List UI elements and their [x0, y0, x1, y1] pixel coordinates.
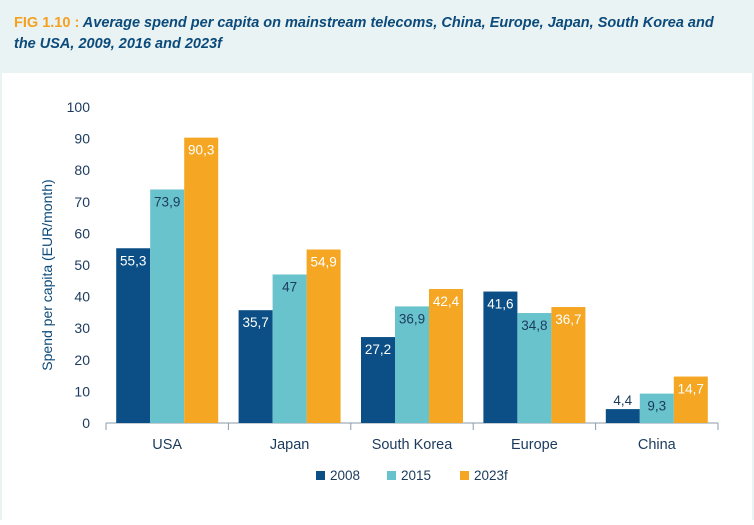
x-category-label: Japan: [270, 437, 310, 453]
bar-2023f-europe: [551, 307, 586, 423]
y-tick-label: 10: [74, 383, 90, 399]
y-tick-label: 60: [74, 225, 90, 241]
chart-area: 0 10 20 30 40 50 60 70 80 90 100 Spend per capita (…: [0, 73, 754, 520]
y-tick-label: 0: [82, 415, 90, 431]
bar-2023f-south-korea: [429, 289, 463, 423]
bar-2015-south-korea: [395, 306, 429, 423]
figure-label: FIG 1.10 :: [14, 15, 80, 31]
legend-label-2008: 2008: [330, 468, 360, 483]
data-label: 73,9: [154, 194, 180, 209]
legend-label-2015: 2015: [401, 468, 431, 483]
data-label: 14,7: [678, 382, 704, 397]
data-label: 90,3: [188, 143, 214, 158]
data-label: 47: [282, 279, 297, 294]
data-label: 27,2: [365, 342, 391, 357]
figure-title-text: Average spend per capita on mainstream t…: [14, 15, 714, 52]
y-tick-label: 90: [74, 131, 90, 147]
legend-swatch-2023f: [460, 471, 469, 480]
bar-2015-china: [639, 393, 674, 423]
data-label: 35,7: [242, 315, 268, 330]
bar-2008-south-korea: [361, 337, 395, 423]
bar-2023f-china: [673, 376, 708, 423]
data-label: 36,7: [555, 312, 581, 327]
x-category-label: South Korea: [372, 437, 454, 453]
bar-2008-japan: [238, 310, 273, 423]
y-tick-label: 70: [74, 194, 90, 210]
y-tick-label: 100: [67, 99, 91, 115]
data-label: 34,8: [521, 318, 547, 333]
data-label: 41,6: [487, 297, 513, 312]
x-category-label: USA: [152, 437, 182, 453]
bar-2008-usa: [116, 248, 151, 423]
y-tick-label: 30: [74, 320, 90, 336]
legend-swatch-2008: [316, 471, 325, 480]
legend-swatch-2015: [387, 471, 396, 480]
data-label: 55,3: [120, 253, 146, 268]
bar-2023f-japan: [306, 249, 341, 423]
y-tick-label: 80: [74, 162, 90, 178]
bar-chart: 0 10 20 30 40 50 60 70 80 90 100 Spend per capita (…: [39, 99, 719, 483]
y-axis-title: Spend per capita (EUR/month): [39, 179, 55, 370]
bar-2008-europe: [483, 291, 518, 423]
y-tick-label: 50: [74, 257, 90, 273]
figure-header: FIG 1.10 : Average spend per capita on m…: [0, 0, 754, 73]
legend-label-2023f: 2023f: [474, 468, 508, 483]
data-label: 36,9: [399, 311, 425, 326]
y-tick-label: 20: [74, 352, 90, 368]
bar-2015-europe: [517, 313, 552, 423]
figure-title: FIG 1.10 : Average spend per capita on m…: [14, 13, 738, 55]
bar-2008-china: [605, 409, 640, 423]
bar-2023f-usa: [184, 137, 219, 423]
data-label: 54,9: [310, 255, 336, 270]
data-label: 4,4: [613, 393, 632, 408]
x-category-label: China: [638, 437, 677, 453]
data-label: 42,4: [433, 294, 460, 309]
bar-2015-japan: [272, 274, 307, 423]
x-category-label: Europe: [511, 437, 558, 453]
y-tick-label: 40: [74, 289, 90, 305]
data-label: 9,3: [647, 399, 666, 414]
bar-2015-usa: [150, 189, 185, 423]
